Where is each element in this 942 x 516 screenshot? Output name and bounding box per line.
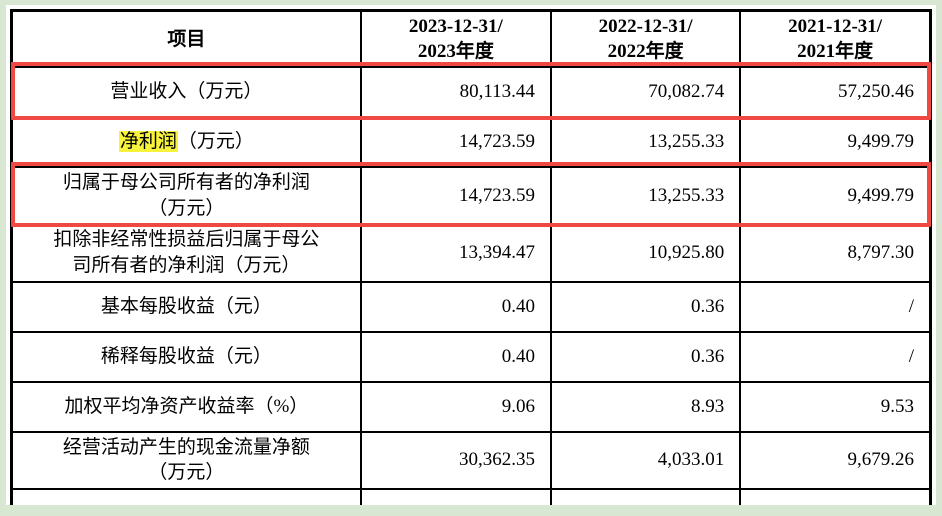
value-cell: 13,394.47 (359, 223, 552, 283)
value-cell: 8,797.30 (739, 223, 932, 283)
table-row-partial (10, 488, 932, 505)
column-header-2023: 2023-12-31/ 2023年度 (359, 9, 552, 69)
column-header-item: 项目 (10, 9, 362, 69)
row-label-cell (10, 488, 362, 505)
value-cell: 13,255.33 (549, 116, 742, 169)
value-cell: 57,250.46 (739, 66, 932, 119)
row-label-cell: 基本每股收益（元） (10, 280, 362, 333)
column-header-2022: 2022-12-31/ 2022年度 (549, 9, 742, 69)
value-cell: 80,113.44 (359, 66, 552, 119)
value-cell: 14,723.59 (359, 116, 552, 169)
row-label-cell: 营业收入（万元） (10, 66, 362, 119)
table-row: 净利润（万元） 14,723.59 13,255.33 9,499.79 (10, 116, 932, 169)
value-cell: / (739, 330, 932, 383)
value-cell: 0.36 (549, 330, 742, 383)
financial-table: 项目 2023-12-31/ 2023年度 2022-12-31/ 2022年度… (10, 9, 932, 505)
value-cell: 70,082.74 (549, 66, 742, 119)
row-label-cell: 扣除非经常性损益后归属于母公 司所有者的净利润（万元） (10, 223, 362, 283)
value-cell: 9,499.79 (739, 116, 932, 169)
value-cell: 9,499.79 (739, 166, 932, 226)
table-row: 经营活动产生的现金流量净额 （万元） 30,362.35 4,033.01 9,679… (10, 430, 932, 491)
value-cell: 30,362.35 (359, 430, 552, 491)
table-row: 基本每股收益（元） 0.40 0.36/ (10, 280, 932, 333)
table-row: 扣除非经常性损益后归属于母公 司所有者的净利润（万元） 13,394.47 10,9… (10, 223, 932, 283)
value-cell: 14,723.59 (359, 166, 552, 226)
row-label-cell: 归属于母公司所有者的净利润 （万元） (10, 166, 362, 226)
value-cell (549, 488, 742, 505)
value-cell: / (739, 280, 932, 333)
value-cell: 10,925.80 (549, 223, 742, 283)
value-cell: 0.40 (359, 330, 552, 383)
row-label-cell: 经营活动产生的现金流量净额 （万元） (10, 430, 362, 491)
row-label-cell: 加权平均净资产收益率（%） (10, 380, 362, 433)
value-cell: 0.40 (359, 280, 552, 333)
highlighted-term: 净利润 (118, 131, 178, 153)
table-row: 营业收入（万元） 80,113.44 70,082.74 57,250.46 (10, 66, 932, 119)
value-cell: 9.53 (739, 380, 932, 433)
table-body: 营业收入（万元） 80,113.44 70,082.74 57,250.46 净利润（万… (10, 66, 932, 505)
table-header-row: 项目 2023-12-31/ 2023年度 2022-12-31/ 2022年度… (10, 9, 932, 69)
value-cell (359, 488, 552, 505)
table-row: 归属于母公司所有者的净利润 （万元） 14,723.59 13,255.33 9,49… (10, 166, 932, 226)
table-row: 稀释每股收益（元） 0.40 0.36/ (10, 330, 932, 383)
table-row: 加权平均净资产收益率（%） 9.06 8.93 9.53 (10, 380, 932, 433)
value-cell: 0.36 (549, 280, 742, 333)
value-cell: 9,679.26 (739, 430, 932, 491)
value-cell: 4,033.01 (549, 430, 742, 491)
column-header-2021: 2021-12-31/ 2021年度 (739, 9, 932, 69)
sheet: 项目 2023-12-31/ 2023年度 2022-12-31/ 2022年度… (6, 5, 936, 505)
value-cell: 13,255.33 (549, 166, 742, 226)
value-cell (739, 488, 932, 505)
value-cell: 9.06 (359, 380, 552, 433)
row-label-cell: 稀释每股收益（元） (10, 330, 362, 383)
row-label-cell: 净利润（万元） (10, 116, 362, 169)
value-cell: 8.93 (549, 380, 742, 433)
